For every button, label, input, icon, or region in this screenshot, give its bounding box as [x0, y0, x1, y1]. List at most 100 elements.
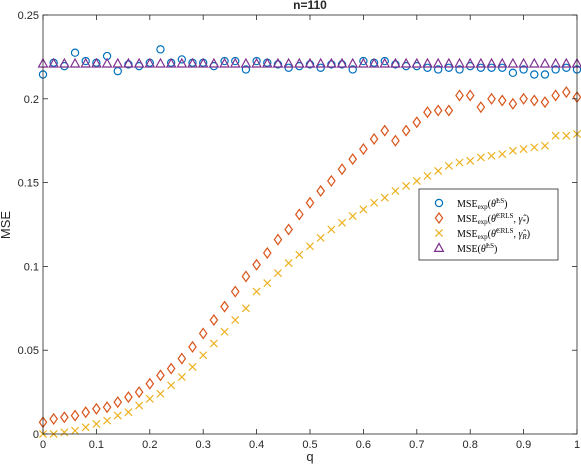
point-mse-exp-crls-gamma-r — [92, 419, 101, 428]
point-mse-exp-ls — [530, 70, 539, 79]
point-mse-exp-crls-gamma-r — [540, 141, 549, 150]
point-mse-exp-crls-gamma-star — [188, 340, 197, 353]
point-mse-exp-crls-gamma-r — [380, 193, 389, 202]
point-mse-ls — [475, 57, 487, 68]
x-tick-label: 0.6 — [356, 439, 371, 451]
y-tick-label: 0.25 — [18, 10, 39, 22]
point-mse-ls — [336, 57, 348, 68]
legend-marker-1 — [434, 198, 444, 208]
point-mse-exp-ls — [519, 65, 528, 74]
point-mse-exp-crls-gamma-r — [359, 205, 368, 214]
point-mse-ls — [454, 57, 465, 68]
x-axis-ticks: 0 0.1 0.2 0.3 0.4 0.5 0.6 0.7 0.8 0.9 1 — [40, 15, 580, 451]
point-mse-exp-crls-gamma-star — [49, 412, 59, 425]
x-tick-label: 1 — [574, 439, 580, 451]
point-mse-exp-crls-gamma-star — [166, 362, 176, 375]
point-mse-exp-ls — [177, 55, 187, 64]
point-mse-exp-crls-gamma-r — [145, 394, 154, 403]
point-mse-exp-crls-gamma-r — [71, 426, 80, 435]
point-mse-exp-ls — [284, 63, 293, 72]
point-mse-ls — [176, 57, 188, 68]
point-mse-ls — [443, 57, 455, 68]
point-mse-ls — [315, 57, 327, 68]
point-mse-ls — [560, 57, 572, 68]
point-mse-ls — [539, 57, 551, 68]
point-mse-ls — [293, 57, 305, 68]
point-mse-exp-crls-gamma-star — [294, 208, 304, 221]
point-mse-ls — [69, 57, 81, 68]
point-mse-ls — [123, 57, 134, 68]
point-mse-exp-ls — [156, 45, 165, 54]
legend-markers — [433, 198, 445, 252]
point-mse-exp-crls-gamma-star — [348, 153, 358, 166]
point-mse-ls — [347, 57, 359, 68]
point-mse-exp-crls-gamma-star — [230, 285, 240, 298]
point-mse-exp-crls-gamma-r — [273, 269, 282, 278]
point-mse-ls — [496, 57, 508, 68]
point-mse-exp-crls-gamma-star — [198, 327, 208, 340]
series-3 — [38, 129, 581, 439]
point-mse-exp-crls-gamma-star — [412, 116, 422, 129]
point-mse-exp-crls-gamma-r — [434, 166, 443, 175]
y-tick-label: 0.1 — [24, 261, 39, 273]
point-mse-exp-crls-gamma-r — [231, 316, 240, 325]
point-mse-exp-crls-gamma-star — [102, 401, 112, 414]
point-mse-exp-ls — [540, 70, 550, 79]
point-mse-exp-ls — [498, 63, 507, 72]
point-mse-exp-crls-gamma-star — [540, 96, 550, 109]
point-mse-exp-crls-gamma-r — [220, 327, 229, 336]
point-mse-exp-ls — [423, 63, 432, 72]
point-mse-exp-crls-gamma-star — [262, 246, 272, 260]
point-mse-exp-crls-gamma-star — [433, 104, 443, 117]
point-mse-exp-crls-gamma-star — [252, 258, 261, 271]
point-mse-exp-crls-gamma-star — [241, 270, 251, 283]
point-mse-exp-crls-gamma-star — [519, 92, 528, 105]
point-mse-exp-crls-gamma-star — [369, 132, 379, 146]
point-mse-exp-crls-gamma-star — [455, 89, 464, 102]
point-mse-exp-crls-gamma-r — [81, 423, 90, 432]
point-mse-exp-crls-gamma-r — [199, 351, 208, 360]
point-mse-exp-crls-gamma-r — [167, 381, 176, 390]
x-tick-label: 0.4 — [249, 439, 264, 451]
point-mse-exp-crls-gamma-star — [70, 409, 80, 422]
point-mse-ls — [80, 57, 92, 68]
point-mse-exp-crls-gamma-r — [177, 372, 186, 382]
point-mse-exp-ls — [562, 63, 571, 72]
y-axis-label: MSE — [0, 211, 13, 240]
point-mse-exp-crls-gamma-r — [498, 150, 507, 159]
point-mse-exp-crls-gamma-star — [284, 223, 293, 236]
point-mse-exp-ls — [476, 63, 486, 72]
point-mse-exp-crls-gamma-r — [284, 259, 293, 268]
point-mse-ls — [464, 57, 476, 68]
point-mse-ls — [486, 57, 497, 68]
point-mse-exp-crls-gamma-star — [134, 386, 144, 399]
point-mse-exp-crls-gamma-r — [562, 131, 571, 140]
point-mse-exp-crls-gamma-star — [359, 143, 368, 156]
point-mse-exp-crls-gamma-r — [455, 158, 464, 167]
legend-marker-2 — [434, 211, 444, 225]
point-mse-exp-crls-gamma-r — [156, 389, 165, 398]
point-mse-ls — [197, 57, 209, 68]
point-mse-exp-crls-gamma-r — [476, 153, 485, 162]
point-mse-exp-crls-gamma-r — [466, 156, 475, 165]
x-tick-label: 0.2 — [142, 439, 157, 451]
point-mse-exp-crls-gamma-star — [113, 396, 123, 409]
point-mse-exp-crls-gamma-r — [263, 279, 272, 288]
point-mse-exp-ls — [252, 56, 261, 66]
point-mse-ls — [379, 57, 391, 68]
point-mse-exp-ls — [316, 63, 325, 72]
point-mse-exp-crls-gamma-star — [220, 300, 229, 313]
point-mse-exp-ls — [70, 48, 80, 57]
point-mse-ls — [208, 57, 220, 68]
point-mse-ls — [101, 57, 113, 68]
point-mse-exp-crls-gamma-star — [476, 101, 486, 114]
point-mse-exp-crls-gamma-star — [551, 89, 560, 102]
point-mse-exp-crls-gamma-r — [487, 151, 496, 160]
point-mse-exp-crls-gamma-star — [156, 369, 165, 382]
x-tick-label: 0.8 — [463, 439, 478, 451]
x-tick-label: 0.3 — [196, 439, 211, 451]
point-mse-exp-ls — [455, 65, 464, 74]
point-mse-exp-crls-gamma-star — [487, 92, 496, 105]
legend-marker-4 — [433, 242, 445, 252]
point-mse-exp-crls-gamma-star — [305, 196, 315, 209]
